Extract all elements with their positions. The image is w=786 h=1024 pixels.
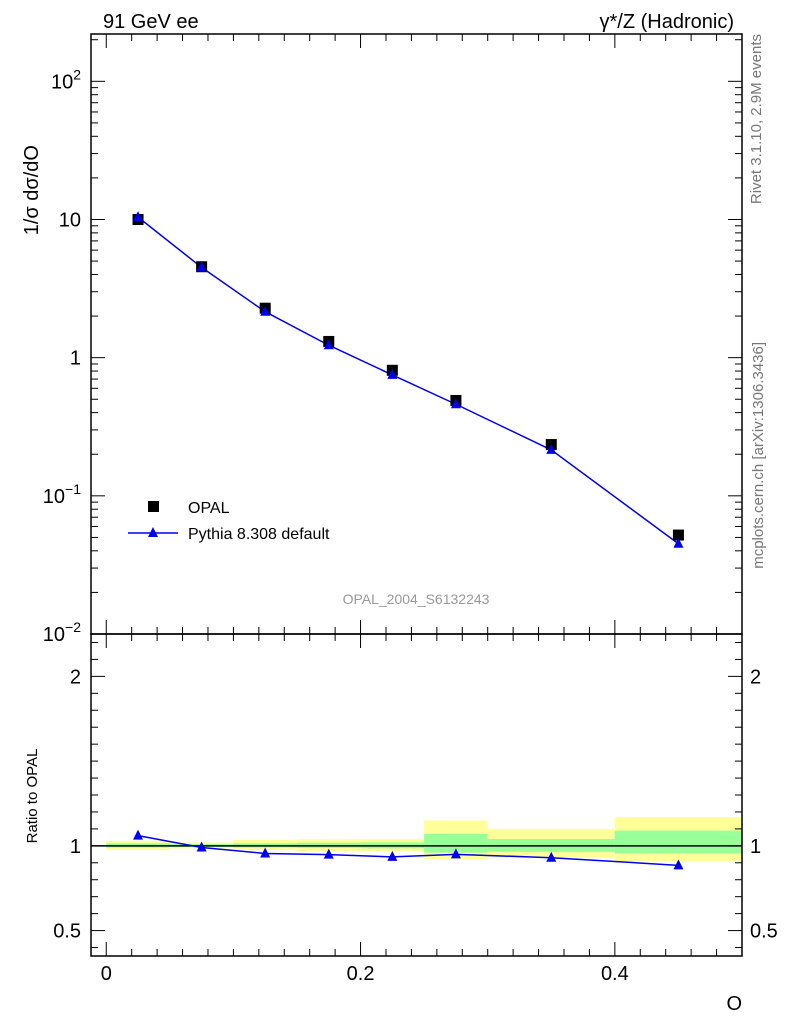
legend: OPAL Pythia 8.308 default [128,500,330,543]
ratio-y-tick-label-right: 2 [750,666,761,688]
ratio-panel-marks [91,829,742,870]
ratio-mc-point [387,850,398,861]
mc-data-point [673,537,684,548]
x-tick-label: 0.2 [347,963,375,985]
ratio-y-axis-label: Ratio to OPAL [24,749,41,844]
main-panel-marks [132,211,684,548]
ratio-mc-point [260,847,271,858]
mc-data-point [387,368,398,379]
ratio-band-inner-7 [614,830,742,854]
ratio-mc-point [323,848,334,859]
ratio-band-inner-5 [424,833,488,853]
header-right-label: γ*/Z (Hadronic) [600,11,734,33]
ratio-uncertainty-bands [106,817,742,862]
ratio-panel-frame [90,633,743,957]
legend-opal-label: OPAL [188,500,230,517]
mc-data-point [133,211,144,222]
opal-data-point [672,529,684,541]
mc-data-point [196,261,207,272]
rivet-version-label: Rivet 3.1.10, 2.9M events [748,34,765,204]
main-y-axis-label: 1/σ dσ/dO [21,145,43,235]
ratio-mc-point [546,851,557,862]
ratio-mc-point [196,841,207,852]
axis-ticks [91,34,743,956]
x-tick-label: 0.4 [601,963,629,985]
main-y-tick-label: 10−1 [43,481,81,508]
ratio-mc-point [673,859,684,870]
ratio-y-tick-label-right: 0.5 [750,921,778,943]
mc-data-point [323,339,334,350]
ratio-y-tick-label-right: 1 [750,836,761,858]
main-y-tick-label: 10−2 [43,619,81,646]
x-tick-label: 0 [101,963,112,985]
ratio-mc-point [450,848,461,859]
main-y-tick-label: 1 [70,348,81,370]
ratio-mc-line [137,834,679,867]
mc-data-point [546,443,557,454]
main-y-tick-label: 102 [51,66,81,93]
main-y-tick-label: 10 [59,209,81,231]
ratio-y-tick-label: 0.5 [53,921,81,943]
mc-data-point [450,398,461,409]
legend-opal-marker [148,501,159,512]
ratio-mc-point [133,829,144,840]
ratio-y-tick-label: 1 [70,836,81,858]
legend-mc-label: Pythia 8.308 default [188,526,330,543]
axis-tick-labels: 10−2 10−1 1 10 102 0.5 0.5 1 1 2 2 0 0.2 0.4 [43,66,778,985]
legend-mc-marker [148,527,158,537]
analysis-watermark: OPAL_2004_S6132243 [343,591,490,607]
mc-data-point [260,305,271,316]
x-axis-label: O [726,993,742,1015]
ratio-y-tick-label: 2 [70,666,81,688]
header-left-label: 91 GeV ee [103,11,199,33]
mc-series-line [137,216,679,545]
main-panel-frame [90,33,743,635]
mcplots-source-label: mcplots.cern.ch [arXiv:1306.3436] [750,342,767,569]
